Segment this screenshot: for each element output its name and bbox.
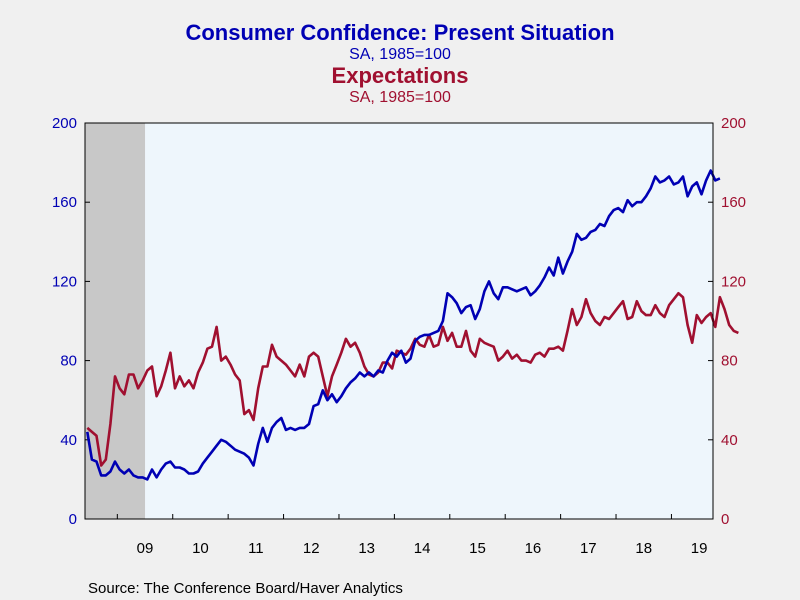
x-tick-label: 15 [469, 540, 486, 557]
y-tick-label-right: 160 [721, 194, 746, 211]
chart-title: Consumer Confidence: Present Situation [185, 20, 614, 45]
x-tick-label: 10 [192, 540, 209, 557]
series-expectations-line [86, 291, 739, 467]
y-tick-label-left: 80 [60, 353, 77, 370]
recession-shading [85, 123, 146, 519]
x-tick-label: 14 [414, 540, 431, 557]
plot-frame [84, 122, 714, 520]
y-tick-label-right: 80 [721, 353, 738, 370]
y-tick-label-right: 200 [721, 115, 746, 132]
x-tick-label: 18 [635, 540, 652, 557]
x-tick-label: 13 [358, 540, 375, 557]
y-tick-label-left: 0 [69, 511, 77, 528]
y-tick-label-left: 40 [60, 432, 77, 449]
chart-subtitle: SA, 1985=100 [349, 46, 451, 63]
y-tick-label-left: 120 [52, 273, 77, 290]
y-tick-label-right: 0 [721, 511, 729, 528]
x-tick-label: 16 [525, 540, 542, 557]
chart-title-2: Expectations [332, 63, 469, 88]
series-present-situation-line [86, 169, 721, 481]
x-tick-label: 11 [248, 540, 264, 557]
x-tick-label: 09 [137, 540, 154, 557]
source-note: Source: The Conference Board/Haver Analy… [88, 580, 403, 597]
y-tick-label-right: 40 [721, 432, 738, 449]
y-tick-label-left: 160 [52, 194, 77, 211]
y-tick-label-right: 120 [721, 273, 746, 290]
x-tick-label: 17 [580, 540, 597, 557]
x-tick-label: 12 [303, 540, 320, 557]
chart-subtitle-2: SA, 1985=100 [349, 89, 451, 106]
y-tick-label-left: 200 [52, 115, 77, 132]
plot-area [84, 122, 714, 520]
x-tick-label: 19 [691, 540, 708, 557]
